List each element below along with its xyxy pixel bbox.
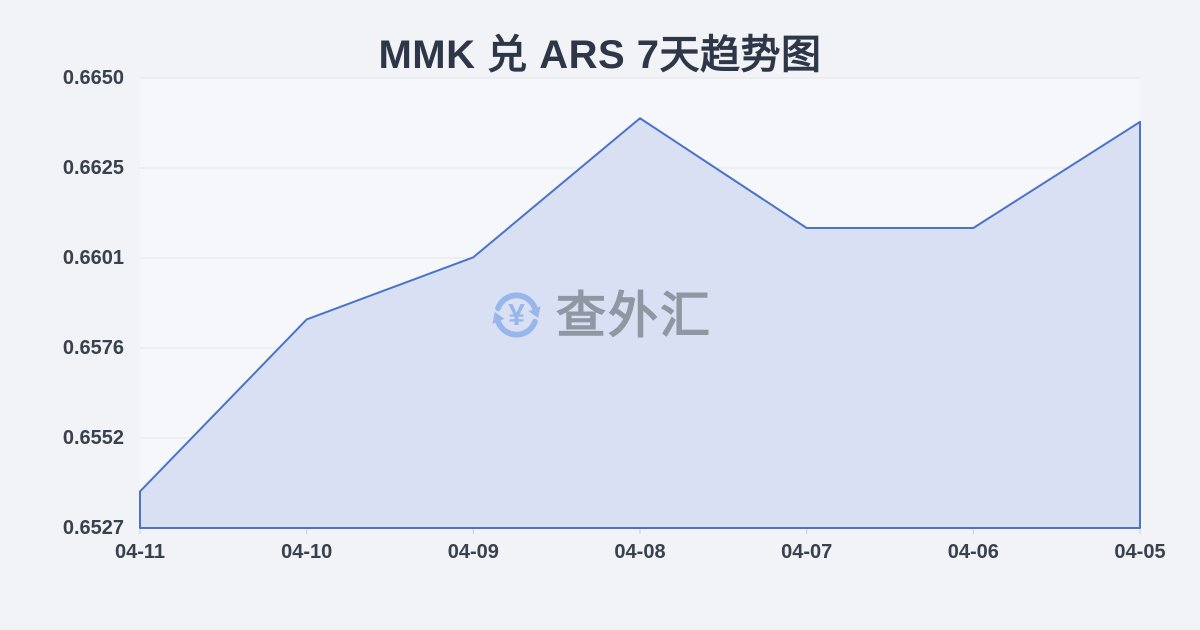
- x-axis-label: 04-10: [281, 541, 333, 563]
- watermark-text: 查外汇: [556, 287, 712, 343]
- y-axis-label: 0.6576: [62, 337, 124, 359]
- x-axis-label: 04-09: [447, 541, 499, 563]
- watermark: ¥ 查外汇: [488, 287, 712, 344]
- x-axis-label: 04-08: [614, 541, 666, 563]
- y-axis-label: 0.6625: [62, 157, 124, 179]
- y-axis-label: 0.6552: [62, 427, 124, 449]
- currency-exchange-refresh-icon: ¥: [492, 292, 541, 338]
- x-axis-label: 04-11: [114, 541, 166, 563]
- trend-series-area: [139, 117, 1141, 529]
- y-axis-label: 0.6650: [62, 67, 124, 89]
- chart-title: MMK 兑 ARS 7天趋势图: [378, 33, 822, 77]
- x-axis-label: 04-07: [781, 541, 833, 563]
- x-axis-label: 04-06: [947, 541, 999, 563]
- svg-text:¥: ¥: [508, 299, 525, 332]
- y-axis-label: 0.6601: [62, 247, 124, 269]
- x-axis-label: 04-05: [1114, 541, 1166, 563]
- y-axis-label: 0.6527: [62, 517, 124, 539]
